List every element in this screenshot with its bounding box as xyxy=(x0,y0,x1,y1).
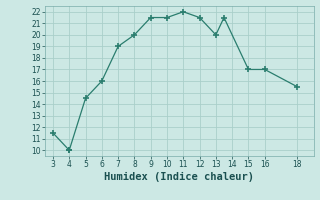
X-axis label: Humidex (Indice chaleur): Humidex (Indice chaleur) xyxy=(104,172,254,182)
